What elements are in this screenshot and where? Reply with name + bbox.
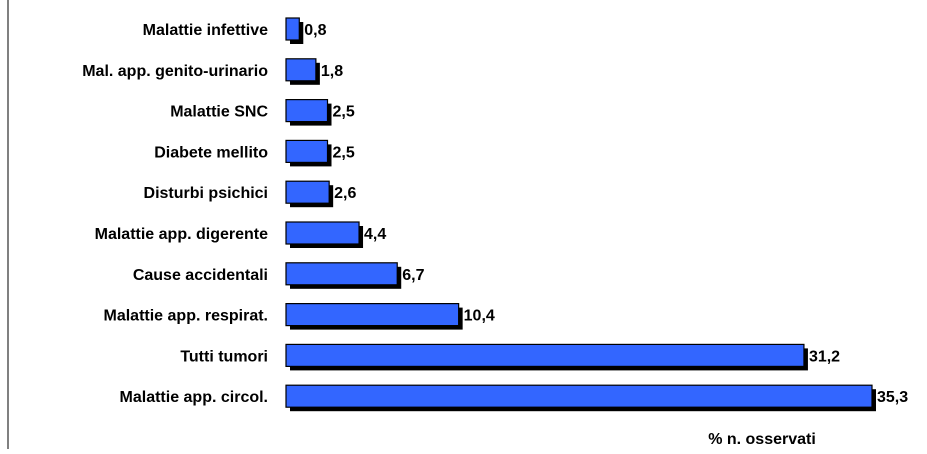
category-labels: Malattie infettive Mal. app. genito-urina… <box>82 22 268 406</box>
bar <box>285 17 300 41</box>
data-label: 31,2 <box>809 348 840 365</box>
category-label: Malattie app. digerente <box>95 226 268 243</box>
category-label: Cause accidentali <box>133 267 268 284</box>
bar <box>285 343 805 367</box>
data-label: 2,5 <box>333 144 355 161</box>
data-labels: 0,8 1,8 2,5 2,5 2,6 4,4 6,7 10,4 31,2 35,3 <box>304 22 908 406</box>
data-label: 2,6 <box>334 185 356 202</box>
bar <box>285 221 360 245</box>
bar <box>285 180 330 204</box>
bar <box>285 262 398 286</box>
category-label: Mal. app. genito-urinario <box>82 63 268 80</box>
data-label: 0,8 <box>304 22 326 39</box>
category-label: Disturbi psichici <box>144 185 268 202</box>
category-label: Malattie infettive <box>143 22 268 39</box>
bar <box>285 98 329 123</box>
bar <box>285 303 460 327</box>
bars-layer <box>285 17 876 412</box>
data-label: 2,5 <box>333 104 355 121</box>
bar <box>285 139 329 163</box>
category-label: Malattie SNC <box>170 104 268 121</box>
x-axis-label: % n. osservati <box>708 431 816 448</box>
data-label: 10,4 <box>464 308 495 325</box>
data-label: 4,4 <box>364 226 386 243</box>
data-label: 35,3 <box>877 389 908 406</box>
data-label: 1,8 <box>321 63 343 80</box>
data-label: 6,7 <box>402 267 424 284</box>
category-label: Tutti tumori <box>180 348 268 365</box>
category-label: Malattie app. respirat. <box>104 308 269 325</box>
bar <box>285 384 873 408</box>
bar <box>285 58 317 82</box>
category-label: Diabete mellito <box>154 144 268 161</box>
category-label: Malattie app. circol. <box>120 389 268 406</box>
